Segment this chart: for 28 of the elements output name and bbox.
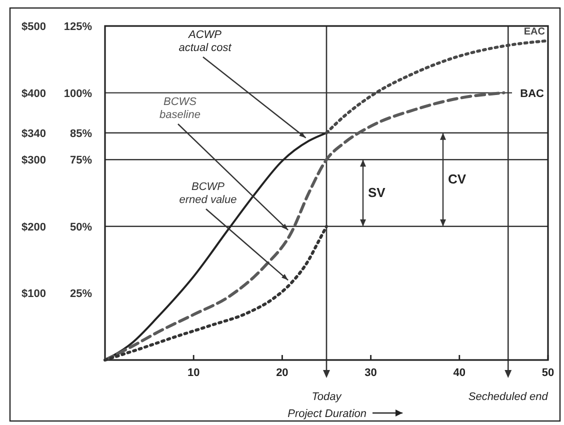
line-series bbox=[104, 91, 506, 362]
y2-tick-label: 50% bbox=[70, 221, 92, 234]
y-tick-label: $340 bbox=[22, 128, 46, 140]
ref-line-label: BAC bbox=[520, 88, 544, 100]
text: ACWP actual cost bbox=[178, 29, 232, 54]
text: BCWS baseline bbox=[160, 96, 200, 121]
annotation: CV bbox=[448, 172, 466, 187]
y2-tick-label: 125% bbox=[64, 21, 92, 33]
x-tick-label: 10 bbox=[187, 367, 200, 379]
series-label: EAC bbox=[524, 26, 545, 38]
y2-tick-label: 75% bbox=[70, 154, 92, 167]
y2-tick-label: 85% bbox=[70, 128, 92, 140]
x-tick-label: 20 bbox=[276, 367, 288, 379]
text: BCWP erned value bbox=[179, 181, 237, 206]
x-axis-title: Project Duration bbox=[288, 408, 366, 420]
y-tick-label: $300 bbox=[22, 154, 46, 167]
x-tick-label: 40 bbox=[453, 367, 466, 379]
y2-tick-label: 100% bbox=[64, 88, 92, 100]
x-tick-label: 50 bbox=[542, 367, 554, 379]
ref-line-label: Secheduled end bbox=[468, 391, 549, 403]
annotation: SV bbox=[368, 185, 386, 200]
y-tick-label: $500 bbox=[22, 21, 46, 33]
x-tick-label: 30 bbox=[364, 367, 377, 379]
y2-tick-label: 25% bbox=[70, 288, 92, 300]
y-tick-label: $400 bbox=[22, 88, 46, 100]
y-tick-label: $100 bbox=[22, 288, 46, 300]
y-tick-label: $200 bbox=[22, 221, 46, 234]
ref-line-label: Today bbox=[312, 391, 343, 403]
